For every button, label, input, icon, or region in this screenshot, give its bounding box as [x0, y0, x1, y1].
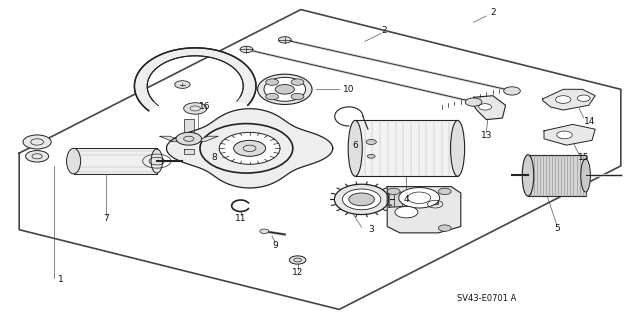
Circle shape: [349, 193, 374, 206]
Circle shape: [387, 188, 400, 195]
Ellipse shape: [348, 120, 362, 176]
Polygon shape: [474, 96, 506, 120]
Ellipse shape: [334, 184, 388, 215]
Polygon shape: [184, 149, 194, 154]
Polygon shape: [543, 89, 595, 110]
Polygon shape: [389, 191, 438, 207]
Circle shape: [504, 87, 520, 95]
Circle shape: [438, 188, 451, 195]
Text: 2: 2: [381, 26, 387, 35]
Text: 16: 16: [199, 102, 211, 111]
Circle shape: [234, 140, 266, 156]
Circle shape: [176, 132, 202, 145]
Circle shape: [557, 131, 572, 139]
Circle shape: [366, 139, 376, 145]
Text: 2: 2: [490, 8, 495, 17]
Circle shape: [240, 46, 253, 53]
Text: 8: 8: [212, 153, 217, 162]
Circle shape: [266, 79, 278, 85]
Circle shape: [291, 79, 304, 85]
Polygon shape: [544, 124, 595, 145]
Ellipse shape: [219, 132, 280, 164]
Circle shape: [465, 98, 482, 106]
Polygon shape: [355, 120, 458, 176]
Polygon shape: [19, 10, 621, 309]
Circle shape: [556, 96, 571, 103]
Text: 10: 10: [343, 85, 355, 94]
Polygon shape: [195, 136, 218, 141]
Circle shape: [291, 93, 304, 100]
Circle shape: [438, 225, 451, 231]
Ellipse shape: [67, 148, 81, 174]
Polygon shape: [74, 148, 157, 174]
Circle shape: [278, 37, 291, 43]
Circle shape: [23, 135, 51, 149]
Circle shape: [289, 256, 306, 264]
Text: 15: 15: [578, 153, 589, 162]
Ellipse shape: [451, 120, 465, 176]
Circle shape: [479, 104, 492, 110]
Circle shape: [266, 93, 278, 100]
Polygon shape: [387, 187, 461, 233]
Ellipse shape: [264, 78, 306, 101]
Circle shape: [175, 81, 190, 88]
Polygon shape: [528, 155, 586, 196]
Polygon shape: [166, 109, 333, 188]
Circle shape: [184, 103, 207, 114]
Ellipse shape: [258, 74, 312, 105]
Circle shape: [260, 229, 269, 234]
Text: 1: 1: [58, 275, 63, 284]
Text: 3: 3: [369, 225, 374, 234]
Text: 14: 14: [584, 117, 596, 126]
Polygon shape: [184, 119, 194, 133]
Text: 9: 9: [273, 241, 278, 250]
Text: 11: 11: [235, 214, 246, 223]
Ellipse shape: [342, 189, 381, 210]
Circle shape: [577, 95, 590, 101]
Text: 6: 6: [353, 141, 358, 150]
Ellipse shape: [522, 155, 534, 196]
Ellipse shape: [581, 159, 591, 192]
Polygon shape: [134, 48, 256, 111]
Text: 7: 7: [103, 214, 108, 223]
Text: 12: 12: [292, 268, 303, 277]
Text: 5: 5: [554, 224, 559, 233]
Circle shape: [26, 151, 49, 162]
Ellipse shape: [151, 149, 163, 173]
Text: SV43-E0701 A: SV43-E0701 A: [457, 294, 516, 303]
Circle shape: [275, 85, 294, 94]
Circle shape: [399, 188, 440, 208]
Text: 13: 13: [481, 131, 492, 140]
Circle shape: [395, 206, 418, 218]
Circle shape: [367, 154, 375, 158]
Polygon shape: [159, 136, 182, 141]
Text: 4: 4: [404, 195, 409, 204]
